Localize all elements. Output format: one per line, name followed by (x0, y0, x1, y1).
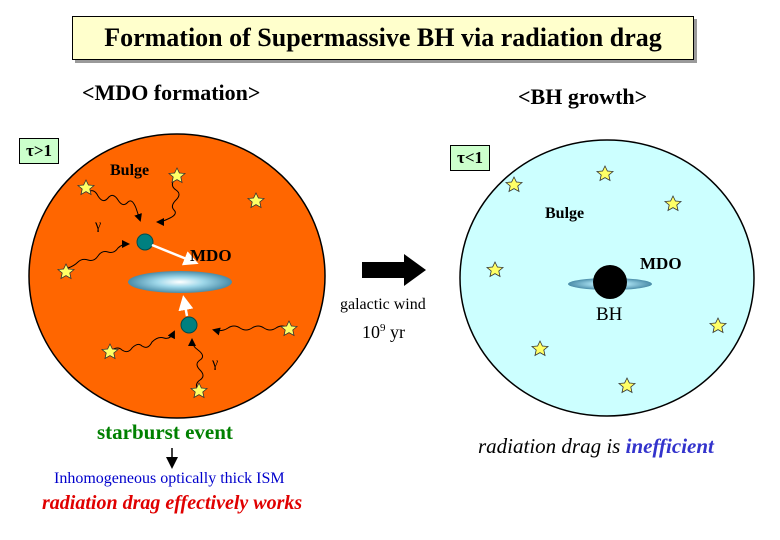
left-bulge-label: Bulge (110, 162, 150, 179)
star-icon (596, 165, 614, 182)
right-stars (486, 165, 727, 394)
right-mdo-label: MDO (640, 254, 682, 273)
right-optical-depth-text: τ<1 (457, 148, 484, 167)
slide-title: Formation of Supermassive BH via radiati… (72, 16, 694, 60)
right-section-heading: <BH growth> (518, 84, 648, 109)
transition-arrow-icon (362, 254, 426, 286)
right-conclusion-prefix: radiation drag is (478, 434, 626, 458)
star-icon (57, 263, 75, 280)
left-section-heading: <MDO formation> (82, 80, 261, 105)
star-icon (280, 320, 298, 337)
right-optical-depth-tag: τ<1 (450, 145, 491, 171)
timescale-unit: yr (390, 322, 405, 342)
star-icon (709, 317, 727, 334)
black-hole (593, 265, 627, 299)
star-icon (168, 167, 186, 184)
photon-path (156, 179, 180, 226)
star-icon (101, 343, 119, 360)
star-icon (531, 340, 549, 357)
star-icon (618, 377, 636, 394)
photon-paths (67, 179, 289, 391)
galactic-wind-label: galactic wind (340, 296, 426, 313)
star-icon (664, 195, 682, 212)
infall-arrow (178, 295, 194, 317)
star-icon (190, 382, 208, 399)
timescale-label: 109 yr (362, 322, 405, 343)
photon-path (87, 190, 142, 222)
star-icon (77, 179, 95, 196)
photon-path (111, 330, 175, 353)
left-mdo-disk (128, 271, 232, 293)
left-optical-depth-tag: τ>1 (19, 138, 60, 164)
photon-label: γ (212, 356, 219, 371)
left-optical-depth-text: τ>1 (26, 141, 53, 160)
infall-arrow (151, 243, 199, 266)
bh-label: BH (596, 304, 623, 325)
gas-clump (136, 233, 154, 251)
star-icon (247, 192, 265, 209)
ism-description: Inhomogeneous optically thick ISM (54, 470, 285, 487)
slide-title-text: Formation of Supermassive BH via radiati… (104, 23, 662, 52)
photon-path (67, 240, 130, 269)
right-bulge-label: Bulge (545, 205, 585, 222)
right-conclusion-emphasis: inefficient (625, 434, 714, 458)
gas-clump (180, 316, 198, 334)
timescale-exponent: 9 (380, 322, 386, 334)
photon-path (212, 325, 289, 336)
timescale-value: 10 (362, 322, 380, 342)
photon-label: γ (95, 218, 102, 233)
photon-path (188, 338, 204, 391)
starburst-event-label: starburst event (97, 420, 233, 444)
left-stars (57, 167, 298, 399)
right-conclusion: radiation drag is inefficient (478, 434, 714, 459)
left-mdo-label: MDO (190, 246, 232, 265)
star-icon (505, 176, 523, 193)
left-conclusion: radiation drag effectively works (42, 492, 303, 514)
star-icon (486, 261, 504, 278)
